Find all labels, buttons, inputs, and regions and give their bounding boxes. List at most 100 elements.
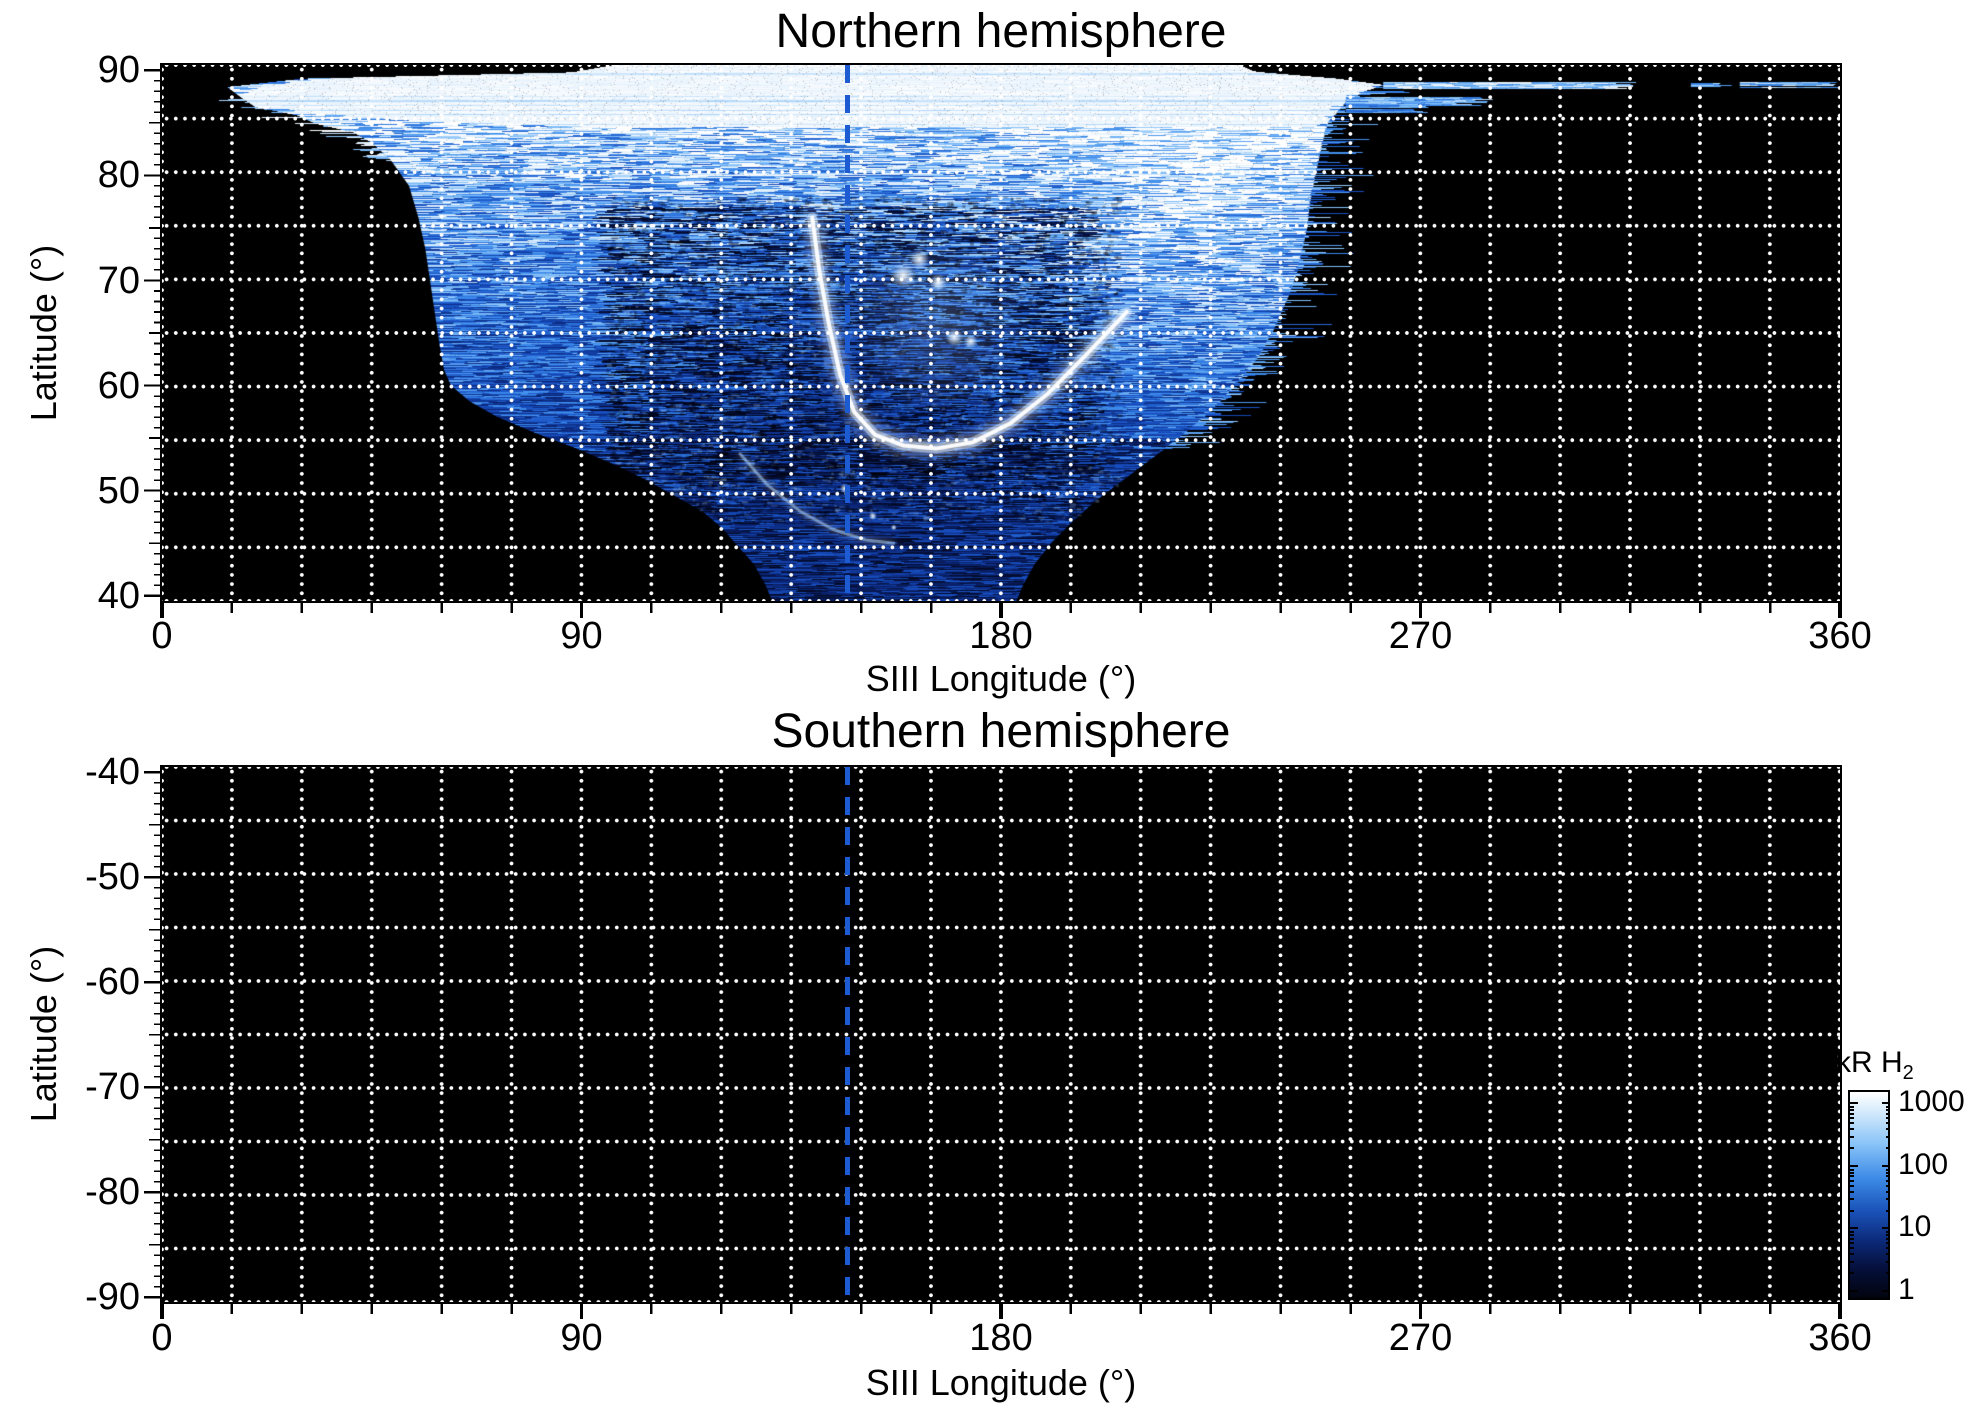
colorbar-minor-tick — [1886, 1135, 1890, 1138]
colorbar-minor-tick — [1886, 1261, 1890, 1264]
colorbar-minor-tick — [1886, 1171, 1890, 1174]
south-panel — [160, 765, 1842, 1304]
x-major-tick — [1418, 1304, 1423, 1319]
colorbar-minor-tick — [1850, 1175, 1854, 1178]
north-panel — [160, 63, 1842, 603]
south-gridlines — [162, 767, 1840, 1302]
colorbar-minor-tick — [1850, 1179, 1854, 1182]
colorbar-minor-tick — [1886, 1179, 1890, 1182]
colorbar — [1848, 1090, 1890, 1300]
colorbar-minor-tick — [1850, 1261, 1854, 1264]
north-panel-title: Northern hemisphere — [775, 5, 1227, 58]
north-y-tick-label: 50 — [97, 469, 140, 512]
south-y-tick-label: -60 — [85, 961, 140, 1004]
colorbar-minor-tick — [1886, 1242, 1890, 1245]
south-y-tick-label: -70 — [85, 1066, 140, 1109]
colorbar-minor-tick — [1886, 1127, 1890, 1130]
longitude-marker-line-south — [844, 767, 850, 1302]
x-major-tick — [1418, 603, 1423, 618]
colorbar-major-tick — [1850, 1290, 1858, 1293]
colorbar-minor-tick — [1886, 1146, 1890, 1149]
longitude-marker-line-north — [844, 65, 850, 601]
x-major-tick — [579, 1304, 584, 1319]
colorbar-major-tick — [1850, 1227, 1858, 1230]
south-y-axis-ticks — [144, 767, 160, 1302]
colorbar-minor-tick — [1850, 1135, 1854, 1138]
colorbar-tick-label: 100 — [1898, 1147, 1949, 1181]
colorbar-major-tick — [1882, 1227, 1890, 1230]
colorbar-minor-tick — [1886, 1109, 1890, 1112]
colorbar-minor-tick — [1886, 1168, 1890, 1171]
colorbar-minor-tick — [1850, 1127, 1854, 1130]
colorbar-minor-tick — [1850, 1109, 1854, 1112]
colorbar-minor-tick — [1850, 1253, 1854, 1256]
colorbar-minor-tick — [1886, 1272, 1890, 1275]
x-major-tick — [160, 603, 164, 618]
x-major-tick — [160, 1304, 164, 1319]
colorbar-major-tick — [1850, 1164, 1858, 1167]
colorbar-major-tick — [1882, 1164, 1890, 1167]
colorbar-minor-tick — [1850, 1209, 1854, 1212]
colorbar-minor-tick — [1886, 1253, 1890, 1256]
north-y-tick-label: 60 — [97, 364, 140, 407]
colorbar-minor-tick — [1850, 1146, 1854, 1149]
colorbar-minor-tick — [1886, 1234, 1890, 1237]
south-x-axis-title: SIII Longitude (°) — [865, 1362, 1137, 1403]
colorbar-minor-tick — [1886, 1184, 1890, 1187]
north-x-tick-label: 90 — [560, 615, 603, 657]
colorbar-minor-tick — [1850, 1121, 1854, 1124]
x-major-tick — [579, 603, 584, 618]
colorbar-minor-tick — [1850, 1231, 1854, 1234]
colorbar-minor-tick — [1886, 1175, 1890, 1178]
colorbar-minor-tick — [1850, 1198, 1854, 1201]
south-x-tick-label: 90 — [560, 1317, 603, 1359]
colorbar-minor-tick — [1850, 1184, 1854, 1187]
south-x-tick-label: 180 — [969, 1317, 1033, 1359]
south-panel-title: Southern hemisphere — [771, 705, 1231, 758]
colorbar-major-tick — [1882, 1102, 1890, 1104]
colorbar-minor-tick — [1886, 1238, 1890, 1241]
south-y-tick-label: -40 — [85, 751, 140, 794]
colorbar-minor-tick — [1850, 1190, 1854, 1193]
colorbar-minor-tick — [1850, 1272, 1854, 1275]
colorbar-minor-tick — [1886, 1190, 1890, 1193]
colorbar-minor-tick — [1886, 1105, 1890, 1108]
x-major-tick — [999, 1304, 1003, 1319]
north-y-tick-label: 40 — [97, 574, 140, 617]
south-y-tick-label: -80 — [85, 1171, 140, 1214]
north-y-tick-label: 70 — [97, 259, 140, 302]
colorbar-tick-label: 1 — [1898, 1273, 1915, 1307]
colorbar-minor-tick — [1850, 1242, 1854, 1245]
north-y-tick-label: 90 — [97, 49, 140, 92]
colorbar-minor-tick — [1886, 1116, 1890, 1119]
north-x-tick-labels: 0 90 180 270 360 — [151, 614, 1871, 660]
colorbar-minor-tick — [1886, 1231, 1890, 1234]
north-y-axis-ticks — [144, 65, 160, 601]
colorbar-title: kR H2 — [1836, 1046, 1914, 1084]
colorbar-major-tick — [1882, 1290, 1890, 1293]
colorbar-minor-tick — [1850, 1105, 1854, 1108]
x-major-tick — [999, 603, 1003, 618]
colorbar-major-tick — [1850, 1102, 1858, 1104]
north-emission-map — [162, 65, 1840, 601]
colorbar-tick-label: 1000 — [1898, 1085, 1965, 1118]
south-y-tick-label: -50 — [85, 856, 140, 899]
colorbar-minor-tick — [1850, 1116, 1854, 1119]
north-y-axis-title: Latitude (°) — [23, 244, 64, 422]
north-x-tick-label: 180 — [969, 615, 1033, 657]
colorbar-minor-tick — [1886, 1112, 1890, 1115]
colorbar-minor-tick — [1850, 1238, 1854, 1241]
south-x-tick-label: 270 — [1388, 1317, 1453, 1359]
north-y-tick-label: 80 — [97, 154, 140, 197]
south-x-tick-label: 0 — [151, 1317, 173, 1359]
colorbar-minor-tick — [1886, 1209, 1890, 1212]
north-x-axis-title: SIII Longitude (°) — [865, 658, 1137, 699]
colorbar-minor-tick — [1886, 1247, 1890, 1250]
north-x-tick-label: 0 — [151, 615, 173, 657]
colorbar-minor-tick — [1850, 1168, 1854, 1171]
south-y-axis-title: Latitude (°) — [23, 945, 64, 1123]
south-x-tick-labels: 0 90 180 270 360 — [151, 1316, 1871, 1362]
colorbar-minor-tick — [1850, 1247, 1854, 1250]
colorbar-minor-tick — [1886, 1198, 1890, 1201]
